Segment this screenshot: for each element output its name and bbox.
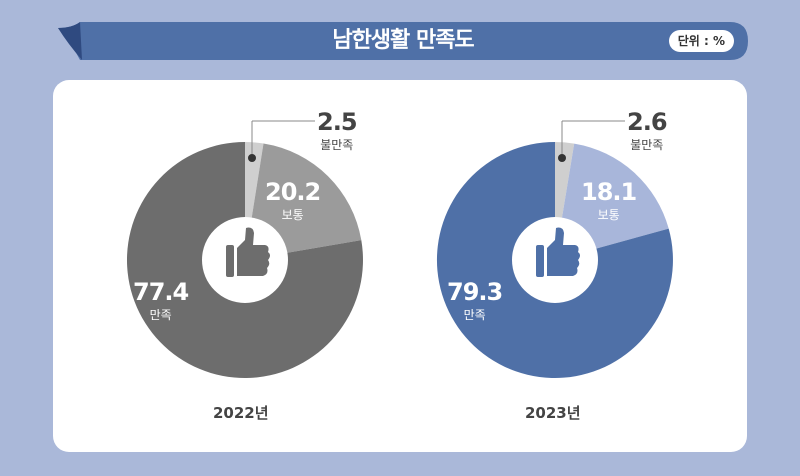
label-2022-dissatisfied: 2.5 불만족 xyxy=(317,108,358,152)
pie-chart-2023 xyxy=(436,120,673,378)
banner-shape xyxy=(58,22,748,60)
year-label-2023: 2023년 xyxy=(525,404,581,422)
title-banner: 남한생활 만족도 단위 : % xyxy=(58,22,748,60)
thumbs-up-icon xyxy=(536,227,580,277)
label-2022-neutral: 20.2 보통 xyxy=(265,178,321,222)
page-title: 남한생활 만족도 xyxy=(332,28,474,53)
label-2022-satisfied: 77.4 만족 xyxy=(133,278,189,322)
label-2023-satisfied: 79.3 만족 xyxy=(447,278,503,322)
label-2023-neutral: 18.1 보통 xyxy=(581,178,637,222)
year-label-2022: 2022년 xyxy=(213,404,269,422)
unit-badge: 단위 : % xyxy=(668,30,734,52)
thumbs-up-icon xyxy=(226,227,270,277)
chart-card: 2.5 불만족 20.2 보통 77.4 만족 2022년 2.6 불만족 18… xyxy=(53,80,747,452)
label-2023-dissatisfied: 2.6 불만족 xyxy=(627,108,668,152)
pie-chart-2022 xyxy=(126,120,363,378)
